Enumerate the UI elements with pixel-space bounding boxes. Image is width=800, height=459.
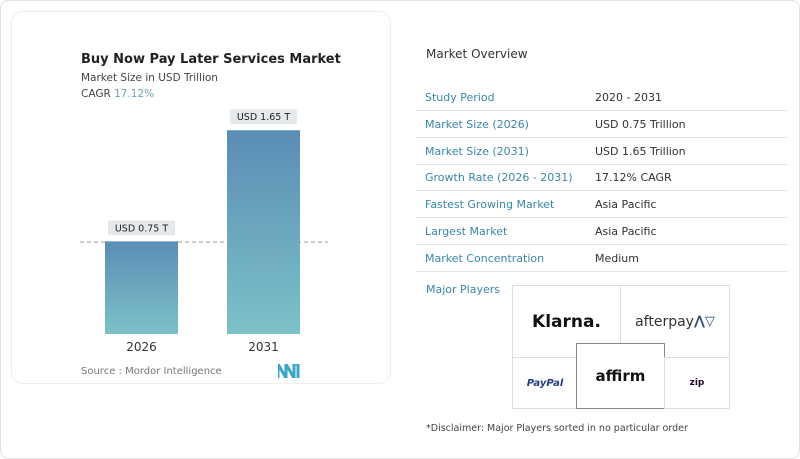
overview-row: Largest Market Asia Pacific: [416, 218, 788, 245]
chart-subtitle: Market Size in USD Trillion: [81, 72, 218, 84]
row-value: Medium: [595, 251, 639, 265]
data-label-box: [230, 109, 297, 125]
row-label: Market Size (2026): [425, 117, 529, 131]
zip-text: zip: [689, 378, 705, 388]
row-value: Asia Pacific: [595, 198, 657, 212]
overview-title: Market Overview: [426, 47, 528, 61]
overview-row: Market Size (2026) USD 0.75 Trillion: [416, 111, 788, 138]
row-value: 2020 - 2031: [595, 91, 662, 104]
row-value: Asia Pacific: [595, 225, 657, 238]
chart-card: [11, 11, 391, 384]
x-tick-label: 2031: [248, 340, 279, 354]
row-label: Market Size (2031): [425, 144, 529, 158]
row-label: Growth Rate (2026 - 2031): [425, 171, 573, 185]
bar-2026: [105, 241, 178, 334]
overview-row: Fastest Growing Market Asia Pacific: [416, 191, 788, 219]
row-label: Fastest Growing Market: [425, 198, 555, 212]
overview-row: Market Size (2031) USD 1.65 Trillion: [416, 138, 788, 165]
cagr-value: 17.12%: [114, 88, 155, 100]
afterpay-icon: ⋀▽: [693, 314, 715, 329]
cagr-label: CAGR: [81, 88, 111, 100]
paypal-logo: PayPal: [512, 357, 578, 409]
bar-2031: [227, 130, 300, 334]
afterpay-text: afterpay: [635, 313, 694, 330]
row-label: Largest Market: [425, 225, 508, 238]
source-text: Source : Mordor Intelligence: [81, 366, 222, 377]
klarna-text: Klarna.: [532, 311, 601, 332]
players-logos: Klarna. afterpay ⋀▽ PayPal affirm zip: [512, 285, 730, 409]
zip-logo: zip: [664, 357, 730, 409]
chart-title: Buy Now Pay Later Services Market: [81, 52, 341, 67]
affirm-text: affirm: [595, 367, 646, 385]
major-players-label: Major Players: [426, 283, 500, 296]
mordor-logo: [278, 364, 300, 378]
overview-row: Study Period 2020 - 2031: [416, 84, 788, 111]
row-label: Study Period: [425, 91, 495, 104]
row-value: USD 1.65 Trillion: [595, 144, 686, 158]
row-label: Market Concentration: [425, 251, 545, 265]
row-value: 17.12% CAGR: [595, 171, 672, 185]
bar-chart: USD 0.75 T 2026 USD 1.65 T 2031: [80, 109, 328, 354]
data-label: USD 0.75 T: [115, 223, 168, 234]
disclaimer: *Disclaimer: Major Players sorted in no …: [426, 423, 688, 434]
data-label-box: [108, 220, 175, 236]
overview-row: Growth Rate (2026 - 2031) 17.12% CAGR: [416, 164, 788, 192]
cagr: CAGR 17.12%: [81, 88, 154, 100]
paypal-text: PayPal: [526, 377, 564, 389]
overview-panel: Market Overview Study Period 2020 - 2031 M…: [412, 0, 800, 459]
overview-row: Market Concentration Medium: [416, 245, 788, 272]
x-tick-label: 2026: [126, 340, 157, 354]
affirm-logo: affirm: [576, 343, 665, 409]
data-label: USD 1.65 T: [237, 112, 290, 123]
row-value: USD 0.75 Trillion: [595, 117, 686, 131]
